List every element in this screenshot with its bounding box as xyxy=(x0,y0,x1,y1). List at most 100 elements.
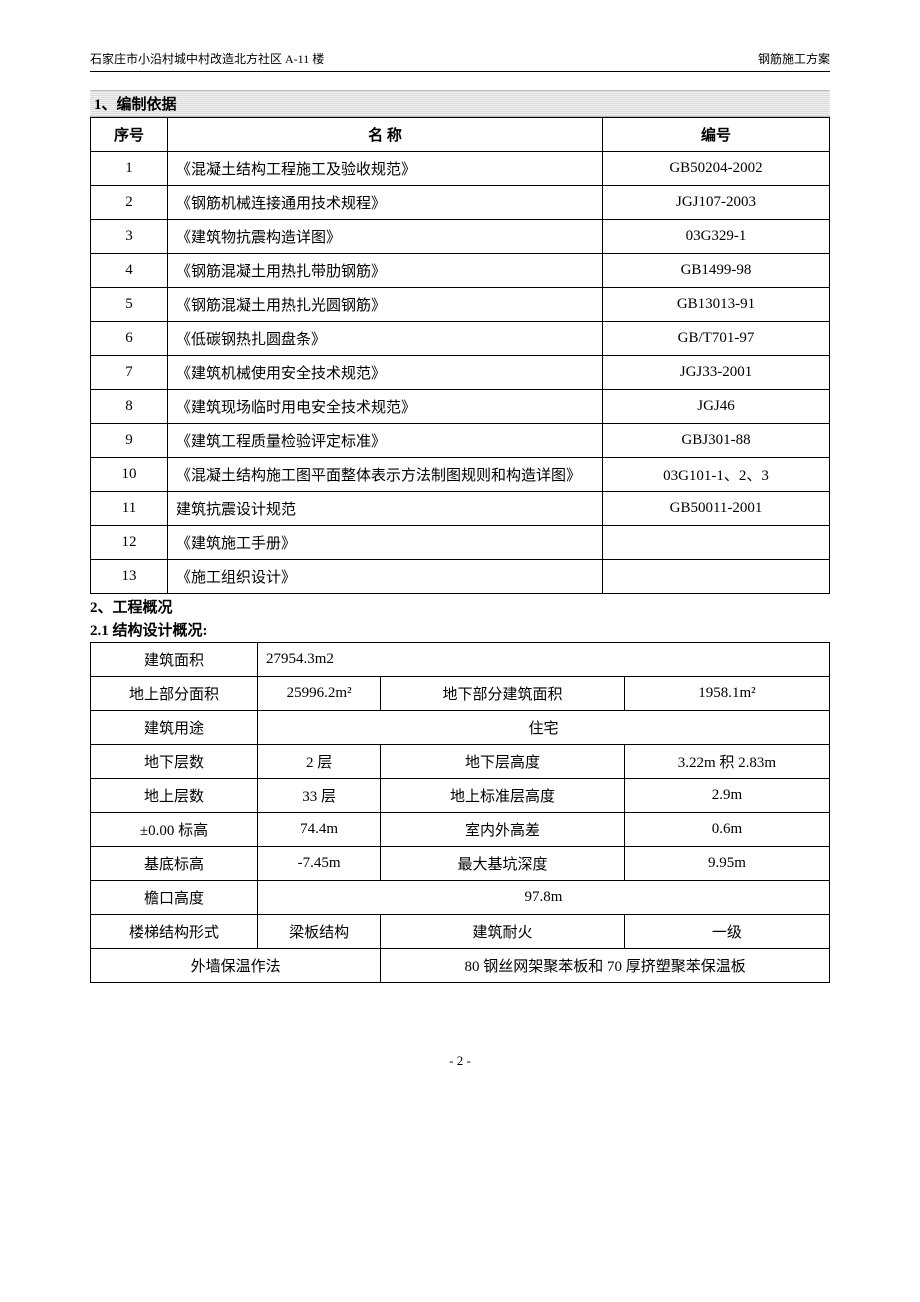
table-row: 12《建筑施工手册》 xyxy=(91,526,830,560)
cell-seq: 7 xyxy=(91,356,168,390)
table-row: 檐口高度 97.8m xyxy=(91,881,830,915)
cell-value: 74.4m xyxy=(258,813,381,847)
table-row: 地上部分面积 25996.2m² 地下部分建筑面积 1958.1m² xyxy=(91,677,830,711)
cell-name: 《建筑工程质量检验评定标准》 xyxy=(168,424,603,458)
cell-seq: 5 xyxy=(91,288,168,322)
cell-label: 外墙保温作法 xyxy=(91,949,381,983)
cell-value: 2.9m xyxy=(624,779,829,813)
cell-name: 建筑抗震设计规范 xyxy=(168,492,603,526)
cell-code: JGJ33-2001 xyxy=(603,356,830,390)
cell-value: 2 层 xyxy=(258,745,381,779)
table-row: 3《建筑物抗震构造详图》03G329-1 xyxy=(91,220,830,254)
cell-value: 一级 xyxy=(624,915,829,949)
cell-label: 地上标准层高度 xyxy=(381,779,625,813)
table-row: 9《建筑工程质量检验评定标准》GBJ301-88 xyxy=(91,424,830,458)
cell-code: GB50011-2001 xyxy=(603,492,830,526)
cell-seq: 1 xyxy=(91,152,168,186)
cell-seq: 10 xyxy=(91,458,168,492)
header-right: 钢筋施工方案 xyxy=(758,50,830,67)
cell-code: GB50204-2002 xyxy=(603,152,830,186)
cell-name: 《建筑施工手册》 xyxy=(168,526,603,560)
table-row: 外墙保温作法 80 钢丝网架聚苯板和 70 厚挤塑聚苯保温板 xyxy=(91,949,830,983)
basis-table: 序号 名 称 编号 1《混凝土结构工程施工及验收规范》GB50204-2002 … xyxy=(90,117,830,594)
cell-code: JGJ46 xyxy=(603,390,830,424)
cell-code: GBJ301-88 xyxy=(603,424,830,458)
cell-label: 檐口高度 xyxy=(91,881,258,915)
table-row: 建筑面积 27954.3m2 xyxy=(91,643,830,677)
page-header: 石家庄市小沿村城中村改造北方社区 A-11 楼 钢筋施工方案 xyxy=(90,50,830,67)
cell-value: 33 层 xyxy=(258,779,381,813)
cell-code: 03G101-1、2、3 xyxy=(603,458,830,492)
cell-name: 《钢筋混凝土用热扎光圆钢筋》 xyxy=(168,288,603,322)
cell-value: 9.95m xyxy=(624,847,829,881)
cell-label: ±0.00 标高 xyxy=(91,813,258,847)
table-row: 1《混凝土结构工程施工及验收规范》GB50204-2002 xyxy=(91,152,830,186)
table-row: 2《钢筋机械连接通用技术规程》JGJ107-2003 xyxy=(91,186,830,220)
cell-code: GB13013-91 xyxy=(603,288,830,322)
cell-label: 地下部分建筑面积 xyxy=(381,677,625,711)
cell-seq: 3 xyxy=(91,220,168,254)
cell-code: GB1499-98 xyxy=(603,254,830,288)
cell-label: 最大基坑深度 xyxy=(381,847,625,881)
table-row: 楼梯结构形式 梁板结构 建筑耐火 一级 xyxy=(91,915,830,949)
cell-value: 25996.2m² xyxy=(258,677,381,711)
header-left: 石家庄市小沿村城中村改造北方社区 A-11 楼 xyxy=(90,50,324,67)
cell-name: 《混凝土结构工程施工及验收规范》 xyxy=(168,152,603,186)
cell-seq: 2 xyxy=(91,186,168,220)
table-row: ±0.00 标高 74.4m 室内外高差 0.6m xyxy=(91,813,830,847)
cell-value: 3.22m 积 2.83m xyxy=(624,745,829,779)
cell-name: 《钢筋机械连接通用技术规程》 xyxy=(168,186,603,220)
cell-value: 97.8m xyxy=(258,881,830,915)
cell-name: 《建筑现场临时用电安全技术规范》 xyxy=(168,390,603,424)
cell-seq: 6 xyxy=(91,322,168,356)
cell-label: 建筑用途 xyxy=(91,711,258,745)
cell-value: 住宅 xyxy=(258,711,830,745)
table-row: 地上层数 33 层 地上标准层高度 2.9m xyxy=(91,779,830,813)
table-row: 建筑用途 住宅 xyxy=(91,711,830,745)
cell-name: 《低碳钢热扎圆盘条》 xyxy=(168,322,603,356)
cell-value: 1958.1m² xyxy=(624,677,829,711)
table-row: 13《施工组织设计》 xyxy=(91,560,830,594)
table-row: 基底标高 -7.45m 最大基坑深度 9.95m xyxy=(91,847,830,881)
cell-label: 地上部分面积 xyxy=(91,677,258,711)
cell-label: 地下层数 xyxy=(91,745,258,779)
cell-code: 03G329-1 xyxy=(603,220,830,254)
cell-name: 《建筑机械使用安全技术规范》 xyxy=(168,356,603,390)
cell-label: 地下层高度 xyxy=(381,745,625,779)
cell-label: 地上层数 xyxy=(91,779,258,813)
section2-title: 2、工程概况 xyxy=(90,596,830,617)
section1-title: 1、编制依据 xyxy=(90,90,830,117)
table-row: 7《建筑机械使用安全技术规范》JGJ33-2001 xyxy=(91,356,830,390)
table-row: 地下层数 2 层 地下层高度 3.22m 积 2.83m xyxy=(91,745,830,779)
table-row: 8《建筑现场临时用电安全技术规范》JGJ46 xyxy=(91,390,830,424)
cell-label: 基底标高 xyxy=(91,847,258,881)
table-row: 11建筑抗震设计规范GB50011-2001 xyxy=(91,492,830,526)
cell-seq: 13 xyxy=(91,560,168,594)
cell-label: 室内外高差 xyxy=(381,813,625,847)
table-header-row: 序号 名 称 编号 xyxy=(91,118,830,152)
cell-label: 建筑耐火 xyxy=(381,915,625,949)
cell-name: 《建筑物抗震构造详图》 xyxy=(168,220,603,254)
cell-name: 《混凝土结构施工图平面整体表示方法制图规则和构造详图》 xyxy=(168,458,603,492)
cell-value: 梁板结构 xyxy=(258,915,381,949)
section2-subtitle: 2.1 结构设计概况: xyxy=(90,619,830,640)
col-seq: 序号 xyxy=(91,118,168,152)
cell-seq: 12 xyxy=(91,526,168,560)
cell-value: 27954.3m2 xyxy=(258,643,830,677)
cell-seq: 8 xyxy=(91,390,168,424)
col-code: 编号 xyxy=(603,118,830,152)
page-number: - 2 - xyxy=(90,1053,830,1069)
cell-code: JGJ107-2003 xyxy=(603,186,830,220)
cell-value: -7.45m xyxy=(258,847,381,881)
cell-label: 楼梯结构形式 xyxy=(91,915,258,949)
cell-value: 80 钢丝网架聚苯板和 70 厚挤塑聚苯保温板 xyxy=(381,949,830,983)
overview-table: 建筑面积 27954.3m2 地上部分面积 25996.2m² 地下部分建筑面积… xyxy=(90,642,830,983)
cell-code xyxy=(603,560,830,594)
table-row: 10《混凝土结构施工图平面整体表示方法制图规则和构造详图》03G101-1、2、… xyxy=(91,458,830,492)
cell-seq: 11 xyxy=(91,492,168,526)
cell-label: 建筑面积 xyxy=(91,643,258,677)
cell-name: 《钢筋混凝土用热扎带肋钢筋》 xyxy=(168,254,603,288)
cell-code xyxy=(603,526,830,560)
cell-seq: 9 xyxy=(91,424,168,458)
table-row: 4《钢筋混凝土用热扎带肋钢筋》GB1499-98 xyxy=(91,254,830,288)
